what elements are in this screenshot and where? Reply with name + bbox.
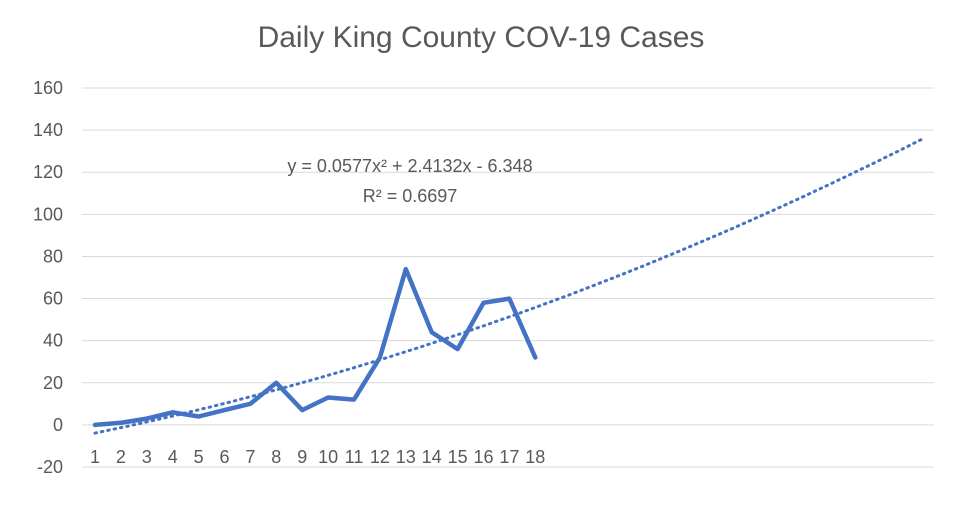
x-tick-label: 2: [116, 447, 126, 467]
y-tick-label: 120: [33, 162, 63, 182]
x-tick-label: 10: [318, 447, 338, 467]
gridlines: [82, 87, 934, 468]
y-tick-label: 100: [33, 204, 63, 224]
x-tick-label: 16: [473, 447, 493, 467]
y-tick-label: 40: [43, 331, 63, 351]
x-tick-label: 14: [422, 447, 442, 467]
x-tick-label: 18: [525, 447, 545, 467]
x-axis-tick-labels: 1 2 3 4 5 6 7 8 9 10 11 12 13 14 15 16 17 18: [90, 447, 545, 467]
y-tick-label: 160: [33, 78, 63, 98]
x-tick-label: 8: [271, 447, 281, 467]
x-tick-label: 1: [90, 447, 100, 467]
y-tick-label: 140: [33, 120, 63, 140]
y-tick-label: 0: [53, 415, 63, 435]
chart-title: Daily King County COV-19 Cases: [258, 21, 705, 54]
x-tick-label: 7: [245, 447, 255, 467]
x-tick-label: 13: [396, 447, 416, 467]
y-tick-label: -20: [37, 457, 63, 477]
y-tick-label: 60: [43, 289, 63, 309]
x-tick-label: 5: [194, 447, 204, 467]
x-tick-label: 9: [297, 447, 307, 467]
x-tick-label: 12: [370, 447, 390, 467]
y-axis-tick-labels: 160 140 120 100 80 60 40 20 0 -20: [33, 78, 63, 477]
y-tick-label: 80: [43, 246, 63, 266]
data-series-line: [92, 266, 538, 428]
y-tick-label: 20: [43, 373, 63, 393]
x-tick-label: 3: [142, 447, 152, 467]
x-tick-label: 15: [448, 447, 468, 467]
x-tick-label: 4: [168, 447, 178, 467]
x-tick-label: 17: [499, 447, 519, 467]
trendline-equation: y = 0.0577x² + 2.4132x - 6.348: [287, 156, 532, 176]
x-tick-label: 11: [345, 447, 364, 467]
x-tick-label: 6: [219, 447, 229, 467]
trendline: [93, 136, 926, 435]
trendline-r-squared: R² = 0.6697: [363, 186, 458, 206]
